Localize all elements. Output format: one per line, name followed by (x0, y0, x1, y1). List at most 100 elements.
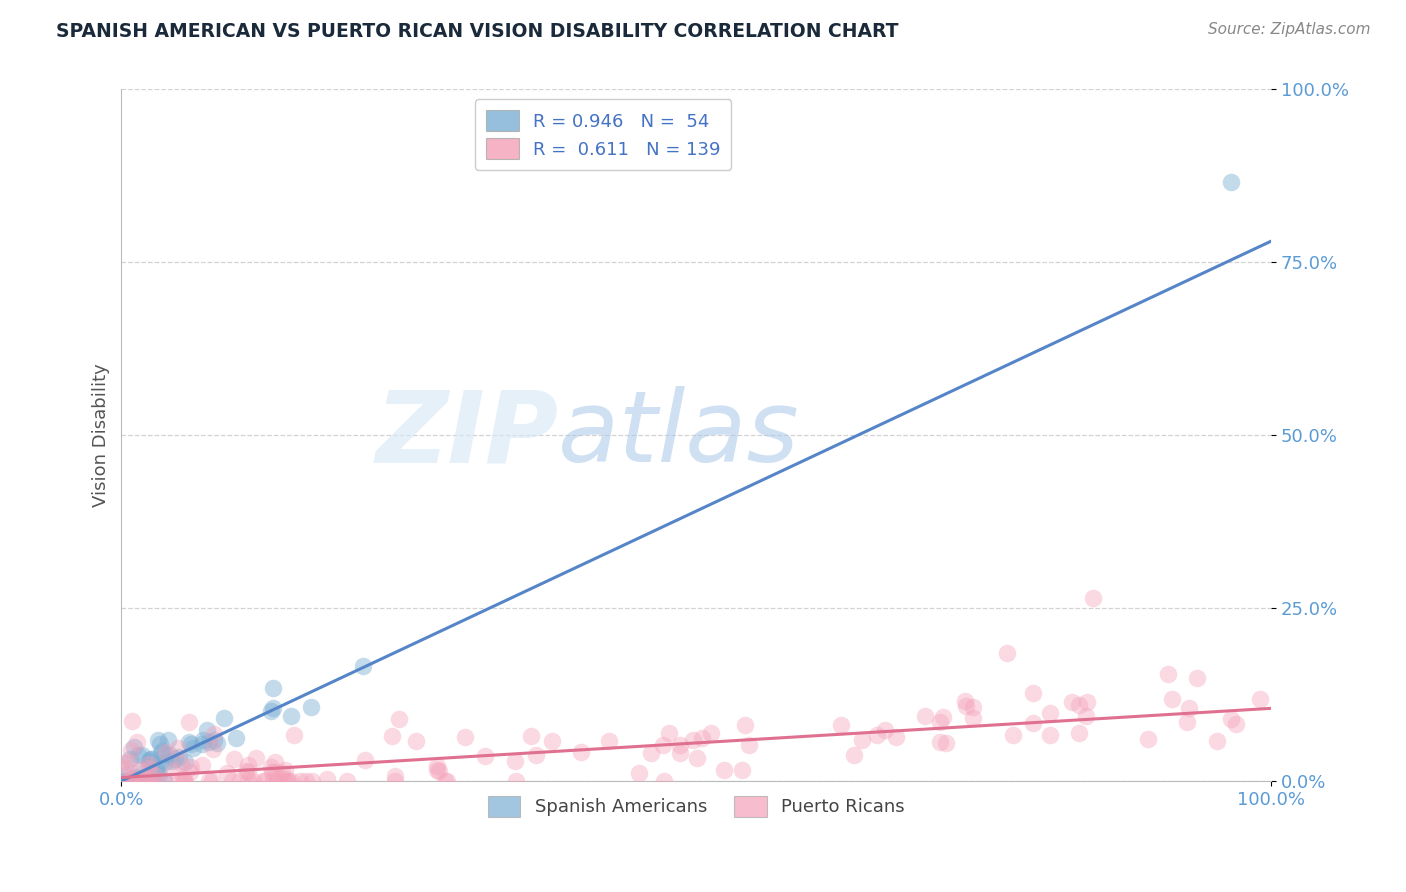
Point (150, 746, 173, 760)
Point (1137, 731, 1160, 746)
Point (155, 745, 177, 759)
Point (283, 728, 305, 742)
Point (179, 764, 201, 779)
Text: SPANISH AMERICAN VS PUERTO RICAN VISION DISABILITY CORRELATION CHART: SPANISH AMERICAN VS PUERTO RICAN VISION … (56, 22, 898, 41)
Point (172, 772, 194, 786)
Point (658, 726, 681, 740)
Point (1076, 695, 1098, 709)
Point (426, 764, 449, 778)
Point (125, 770, 148, 784)
Point (851, 732, 873, 747)
Point (139, 774, 162, 789)
Point (121, 714, 143, 729)
Point (142, 768, 165, 782)
Point (177, 715, 200, 730)
Point (384, 769, 406, 783)
Point (134, 770, 156, 784)
Point (1039, 728, 1062, 742)
Point (384, 774, 406, 789)
Point (627, 766, 650, 780)
Point (180, 737, 202, 751)
Point (236, 774, 259, 789)
Point (201, 774, 224, 789)
Point (235, 764, 257, 779)
Point (929, 715, 952, 730)
Point (215, 765, 238, 780)
Point (734, 718, 756, 732)
Point (131, 748, 153, 763)
Point (280, 774, 302, 789)
Point (652, 774, 675, 789)
Point (271, 772, 294, 787)
Point (183, 741, 205, 756)
Point (569, 746, 592, 760)
Point (1185, 671, 1208, 685)
Point (118, 774, 141, 789)
Point (136, 774, 159, 789)
Point (433, 774, 456, 789)
Point (170, 756, 193, 771)
Point (260, 760, 283, 774)
Point (524, 747, 547, 762)
Point (520, 730, 543, 744)
Point (127, 735, 149, 749)
Point (875, 723, 897, 737)
Point (474, 749, 496, 764)
Point (121, 771, 143, 785)
Point (1001, 728, 1024, 742)
Point (352, 659, 374, 673)
Point (115, 768, 138, 782)
Point (955, 698, 977, 713)
Point (932, 710, 955, 724)
Point (262, 774, 284, 789)
Point (138, 753, 160, 767)
Point (174, 774, 197, 789)
Point (1219, 175, 1241, 189)
Point (598, 734, 620, 748)
Point (866, 728, 889, 742)
Point (145, 762, 167, 776)
Point (1067, 725, 1090, 739)
Point (229, 774, 252, 789)
Point (174, 755, 197, 769)
Point (138, 761, 160, 775)
Point (254, 774, 277, 789)
Point (120, 752, 142, 766)
Point (682, 733, 704, 747)
Point (198, 735, 221, 749)
Point (1225, 716, 1247, 731)
Point (505, 774, 527, 789)
Point (148, 767, 170, 781)
Point (205, 735, 228, 749)
Point (962, 711, 984, 725)
Point (1177, 714, 1199, 729)
Point (690, 731, 713, 746)
Point (935, 736, 957, 750)
Text: atlas: atlas (558, 386, 800, 483)
Point (152, 774, 174, 789)
Point (131, 774, 153, 789)
Point (669, 738, 692, 752)
Point (118, 772, 141, 786)
Point (155, 755, 177, 769)
Point (225, 731, 247, 746)
Point (179, 735, 201, 749)
Point (354, 754, 377, 768)
Point (288, 774, 311, 789)
Point (198, 774, 221, 789)
Point (914, 709, 936, 723)
Point (381, 729, 404, 743)
Point (127, 747, 149, 762)
Point (1219, 712, 1241, 726)
Point (129, 774, 152, 789)
Point (112, 774, 135, 789)
Point (118, 755, 141, 769)
Point (125, 772, 148, 786)
Point (127, 774, 149, 789)
Point (405, 733, 427, 747)
Point (191, 757, 214, 772)
Point (301, 774, 323, 789)
Point (699, 725, 721, 739)
Point (955, 694, 977, 708)
Point (167, 741, 190, 756)
